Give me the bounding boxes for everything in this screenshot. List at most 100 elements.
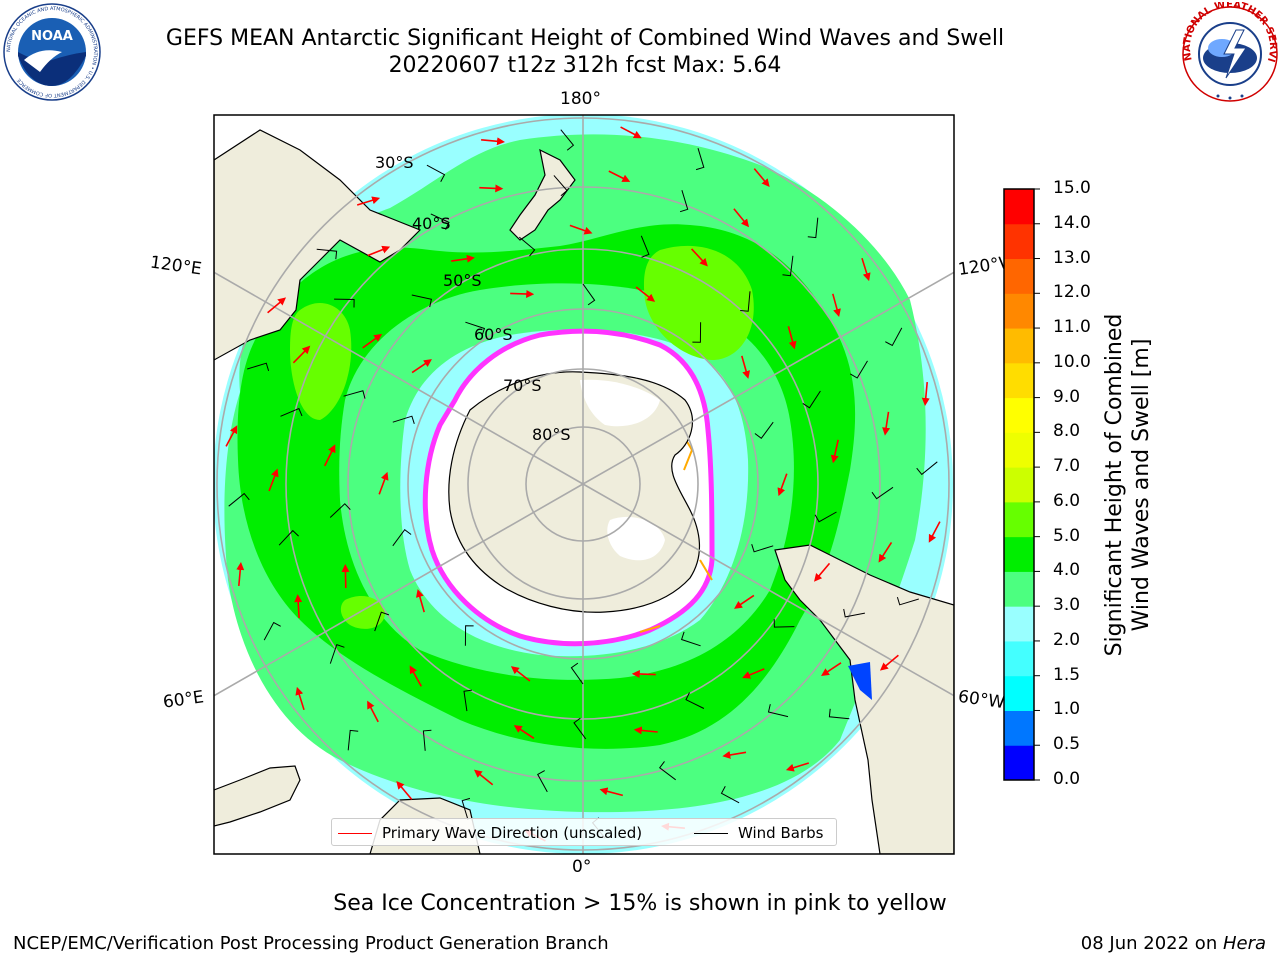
wind-barb (560, 129, 575, 151)
colorbar-tick-label: 0.0 (1053, 769, 1081, 789)
lat-label-80s: 80°S (532, 425, 571, 444)
wave-direction-arrow (396, 780, 413, 800)
wave-direction-arrow (878, 541, 893, 563)
wind-barb (426, 164, 446, 182)
wind-barb (692, 322, 702, 343)
colorbar-tick-label: 1.0 (1053, 699, 1081, 720)
wave-direction-arrow (832, 293, 841, 318)
nws-logo: NATIONAL WEATHER SERVICE (1178, 2, 1278, 102)
wind-barb (850, 360, 868, 379)
wave-direction-arrow (415, 589, 425, 613)
colorbar-segment (1004, 640, 1034, 677)
map-legend: Primary Wave Direction (unscaled) Wind B… (331, 818, 837, 846)
wind-barb (640, 235, 650, 258)
wind-barb (828, 708, 850, 720)
wave-direction-arrow (928, 521, 941, 543)
graticule (214, 115, 954, 854)
map-subtitle: 20220607 t12z 312h fcst Max: 5.64 (388, 53, 782, 78)
colorbar-tick-label: 2.0 (1053, 629, 1081, 650)
wave-direction-arrow (787, 326, 797, 350)
wind-barb (461, 797, 471, 820)
lat-label-60s: 60°S (474, 325, 513, 344)
wave-direction-arrow (378, 471, 389, 495)
wave-direction-arrow (633, 726, 658, 735)
wind-barb (422, 729, 432, 751)
wind-barb (430, 213, 450, 230)
colorbar-segment (1004, 710, 1034, 746)
wave-direction-arrow (742, 668, 765, 679)
noaa-logo-text: NOAA (31, 29, 73, 44)
wave-direction-arrow (733, 208, 750, 228)
colorbar-segment (1004, 536, 1034, 572)
legend-item-primary-wave: Primary Wave Direction (unscaled) (338, 824, 642, 842)
colorbar-segment (1004, 501, 1034, 538)
footer-date: 08 Jun 2022 on Hera (1080, 933, 1266, 954)
wave-direction-arrow (473, 769, 494, 786)
footer-credit: NCEP/EMC/Verification Post Processing Pr… (13, 933, 609, 954)
lon-label-0: 0° (572, 857, 592, 877)
wave-direction-arrow (722, 750, 747, 759)
colorbar-segment (1004, 189, 1034, 225)
wind-barb (463, 689, 472, 712)
colorbar-tick-label: 12.0 (1053, 282, 1091, 303)
colorbar-segment (1004, 745, 1034, 781)
wind-barb (537, 770, 548, 793)
wave-direction-arrow (569, 224, 593, 235)
wave-direction-arrow (362, 333, 383, 349)
wave-direction-arrow (691, 248, 708, 267)
wind-barb (316, 248, 338, 260)
colorbar-segment (1004, 467, 1034, 503)
wind-barb (573, 717, 587, 740)
wave-direction-arrow (861, 257, 871, 282)
wave-direction-arrow (295, 686, 305, 711)
wave-direction-arrow (635, 286, 656, 302)
lat-label-50s: 50°S (443, 271, 482, 290)
colorbar-tick-label: 6.0 (1053, 490, 1081, 511)
wave-direction-arrow (734, 594, 755, 609)
colorbar-segment (1004, 258, 1034, 294)
wind-barb (392, 415, 415, 424)
wind-barb (802, 390, 821, 409)
wave-direction-arrow (292, 345, 311, 364)
wave-direction-arrow (356, 196, 381, 206)
wave-zone-5-6 (643, 245, 754, 360)
wave-direction-arrow (323, 444, 336, 467)
noaa-logo: NOAA NATIONAL OCEANIC AND ATMOSPHERIC AD… (3, 3, 101, 101)
wind-barb (659, 761, 676, 781)
wave-direction-arrow (510, 666, 531, 682)
colorbar-tick-label: 4.0 (1053, 560, 1081, 581)
vector-field (225, 126, 941, 842)
colorbar-segment (1004, 606, 1034, 642)
wind-barb (329, 503, 351, 518)
wave-direction-arrow (608, 170, 631, 182)
colorbar (1003, 188, 1040, 781)
wind-barb (754, 421, 774, 440)
colorbar-segment (1004, 223, 1034, 260)
wave-direction-arrow (599, 787, 624, 797)
africa-land (214, 765, 301, 827)
wave-direction-arrow (294, 594, 303, 619)
wind-barb (280, 407, 303, 417)
legend-red-line (338, 833, 372, 834)
colorbar-tick-label: 1.5 (1053, 664, 1081, 685)
colorbar-tick-label: 5.0 (1053, 525, 1081, 546)
wave-direction-arrow (367, 245, 391, 257)
wind-barb (570, 662, 584, 685)
colorbar-tick-label: 3.0 (1053, 595, 1081, 616)
wind-barb (896, 596, 919, 606)
wave-direction-arrow (481, 137, 505, 146)
wind-barb (374, 611, 390, 632)
wind-barb (582, 283, 596, 306)
wind-barb (553, 175, 568, 197)
lon-label-180: 180° (560, 89, 601, 109)
colorbar-tick-label: 14.0 (1053, 212, 1091, 233)
wave-direction-arrow (620, 126, 642, 139)
wind-barb (411, 294, 432, 308)
wind-barb (343, 390, 366, 399)
wind-barb (695, 148, 705, 171)
colorbar-segment (1004, 293, 1034, 329)
wind-barb (814, 511, 837, 523)
wave-direction-arrow (411, 359, 432, 374)
wind-barb (916, 461, 938, 476)
wind-barb (871, 486, 894, 500)
